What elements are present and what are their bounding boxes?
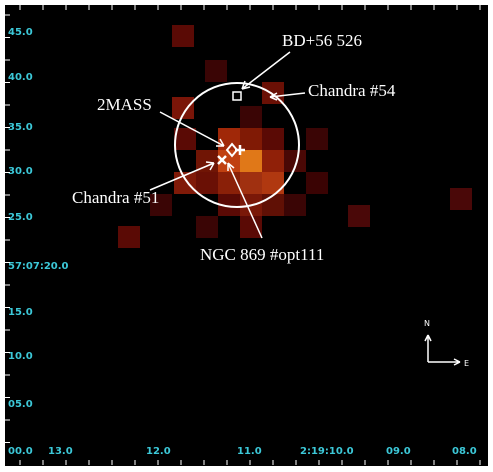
label: BD+56 526 [282,31,362,50]
y-label: 40.0 [8,72,33,83]
x-label: 11.0 [237,446,262,457]
x-label: 12.0 [146,446,171,457]
pixel [196,172,218,194]
y-label: 45.0 [8,27,33,38]
pixel [262,172,284,194]
label: 2MASS [97,95,152,114]
x-label: 08.0 [452,446,477,457]
y-label: 10.0 [8,351,33,362]
pixel [240,128,262,150]
y-label: 15.0 [8,307,33,318]
pixel [196,216,218,238]
pixel [306,172,328,194]
compass-n: N [424,319,430,328]
sky-image: BD+56 526 Chandra #54 2MASS Chandra #51 … [0,0,493,472]
pixel [262,194,284,216]
y-label: 05.0 [8,399,33,410]
label: Chandra #51 [72,188,159,207]
pixel [284,194,306,216]
pixel [240,216,262,238]
pixel [240,150,262,172]
pixel [240,106,262,128]
y-label: 57:07:20.0 [8,261,69,272]
pixel [306,128,328,150]
y-label: 30.0 [8,166,33,177]
label: NGC 869 #opt111 [200,245,324,264]
pixel [262,128,284,150]
pixel [348,205,370,227]
pixel [172,25,194,47]
x-label: 13.0 [48,446,73,457]
x-label: 2:19:10.0 [300,446,354,457]
pixel [450,188,472,210]
y-label: 25.0 [8,212,33,223]
pixel [118,226,140,248]
pixel [262,150,284,172]
label: Chandra #54 [308,81,396,100]
x-label: 09.0 [386,446,411,457]
compass-e: E [464,359,469,368]
y-label: 00.0 [8,446,33,457]
y-label: 35.0 [8,122,33,133]
pixel [240,172,262,194]
pixel [205,60,227,82]
